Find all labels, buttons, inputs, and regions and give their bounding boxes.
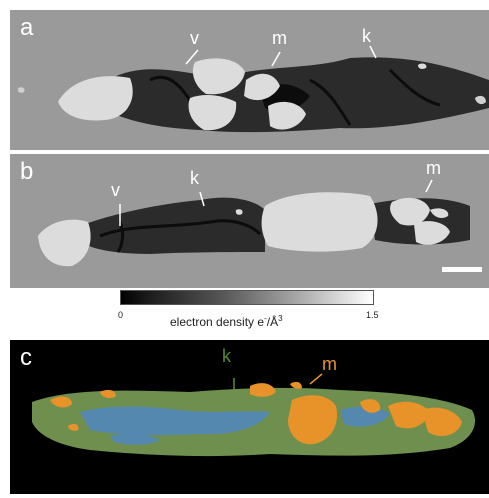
annotation-k-a: k (362, 26, 371, 46)
scale-bar (442, 267, 482, 272)
annotation-m-c: m (322, 354, 337, 374)
panel-c: c k m (10, 340, 489, 494)
panel-b-image (10, 154, 489, 288)
colorbar-title-sup: - (264, 314, 267, 323)
annotation-m-a: m (272, 28, 287, 48)
colorbar: 0 1.5 electron density e-/Å3 (118, 290, 379, 329)
panel-c-label: c (20, 344, 32, 371)
colorbar-min-label: 0 (118, 310, 124, 320)
colorbar-title-unit: /Å (266, 315, 279, 329)
annotation-v-a: v (190, 28, 199, 48)
annotation-k-b: k (190, 168, 199, 188)
annotation-k-c: k (222, 346, 231, 366)
colorbar-title: electron density e-/Å3 (170, 314, 283, 329)
panel-a: a v m k (10, 10, 489, 150)
panel-a-label: a (20, 14, 34, 41)
annotation-m-b: m (426, 158, 441, 178)
colorbar-title-text: electron density e (170, 315, 265, 329)
panel-b-label: b (20, 158, 34, 185)
annotation-v-b: v (111, 180, 120, 200)
panel-b: b v k m (10, 154, 489, 288)
panel-a-image (10, 10, 489, 150)
colorbar-max-label: 1.5 (366, 310, 379, 320)
colorbar-gradient (120, 290, 374, 305)
panel-c-image (10, 340, 489, 494)
colorbar-title-unit-sup: 3 (278, 314, 283, 323)
